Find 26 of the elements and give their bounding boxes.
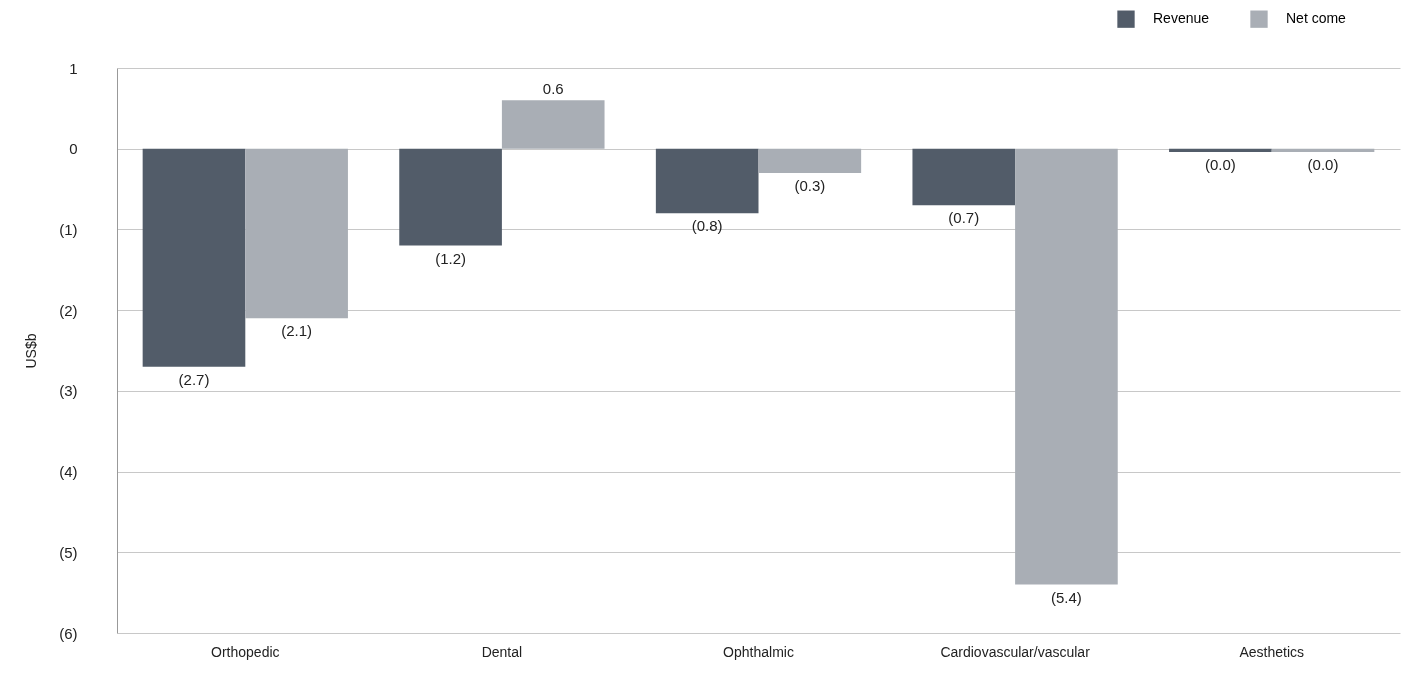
x-tick-label: Aesthetics bbox=[1239, 643, 1304, 660]
data-label: (0.0) bbox=[1204, 155, 1236, 173]
x-tick-label: Dental bbox=[481, 643, 523, 660]
y-axis-title: US$b bbox=[23, 333, 40, 369]
data-label: (2.7) bbox=[178, 370, 210, 388]
data-label: (0.0) bbox=[1307, 155, 1339, 173]
data-label: (2.1) bbox=[281, 322, 313, 340]
x-tick-label: Cardiovascular/vascular bbox=[940, 643, 1091, 660]
data-label: (1.2) bbox=[435, 249, 467, 267]
legend-label: Net come bbox=[1286, 10, 1347, 27]
x-tick-label: Orthopedic bbox=[211, 643, 280, 660]
data-label: (0.8) bbox=[691, 217, 723, 235]
y-tick-label: (4) bbox=[59, 463, 78, 481]
y-tick-label: 0 bbox=[69, 140, 78, 158]
y-tick-label: (6) bbox=[59, 624, 78, 642]
data-label: (0.7) bbox=[948, 209, 980, 227]
data-label: 0.6 bbox=[542, 80, 564, 98]
y-tick-label: (5) bbox=[59, 543, 78, 561]
data-label: (5.4) bbox=[1051, 588, 1082, 606]
legend-label: Revenue bbox=[1153, 10, 1210, 27]
y-tick-label: (1) bbox=[59, 220, 78, 238]
y-tick-label: 1 bbox=[69, 59, 78, 77]
x-tick-label: Ophthalmic bbox=[723, 643, 794, 660]
data-label: (0.3) bbox=[794, 176, 826, 194]
y-tick-label: (3) bbox=[59, 382, 78, 400]
y-tick-label: (2) bbox=[59, 301, 78, 319]
